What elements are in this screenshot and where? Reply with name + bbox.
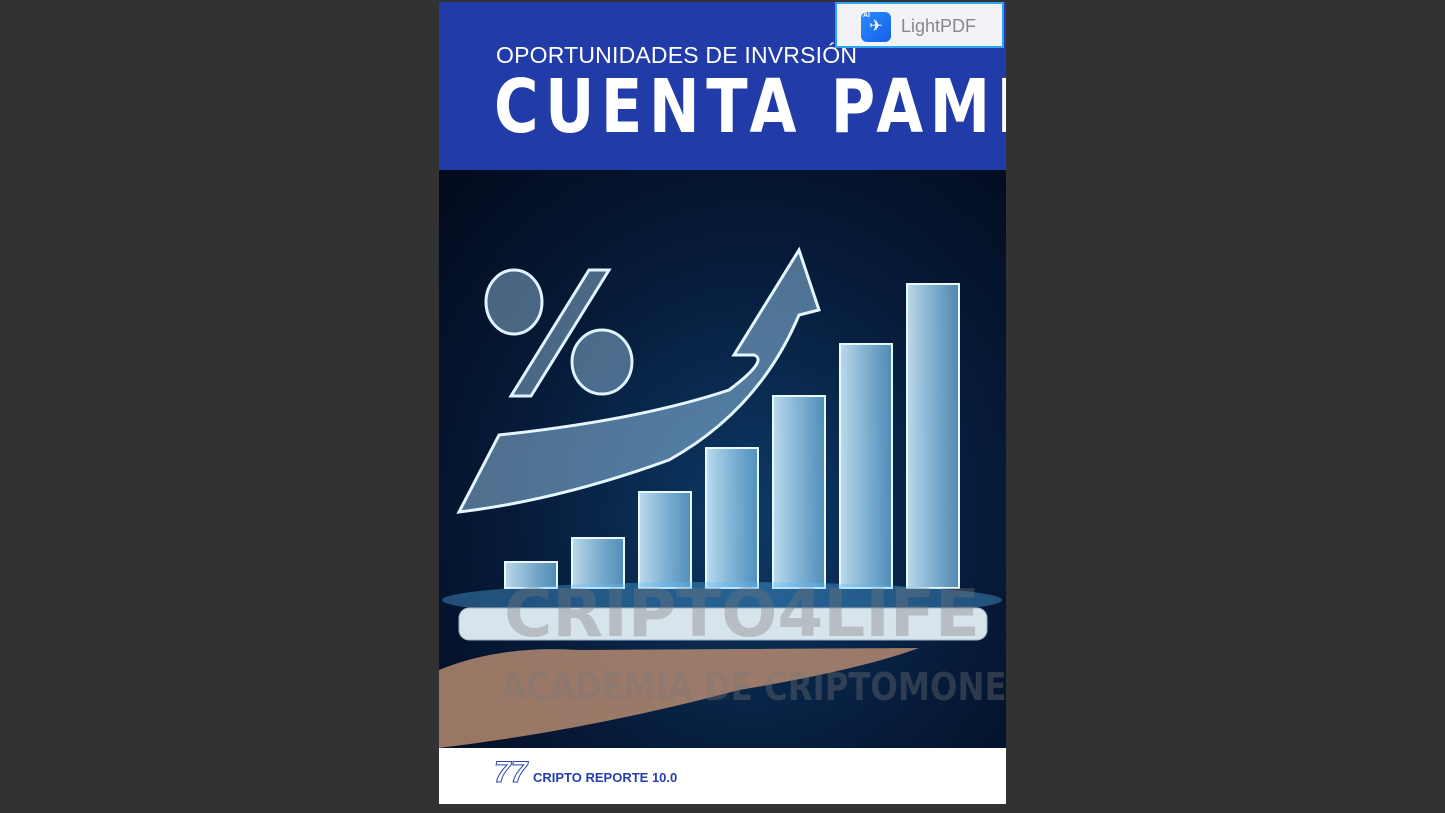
cover-title: CUENTA PAMM xyxy=(494,64,1006,150)
tablet xyxy=(458,607,988,641)
page-number: 77 xyxy=(493,756,528,790)
percent-icon xyxy=(484,268,634,398)
lightpdf-logo-icon: AI ✈ xyxy=(861,12,891,42)
document-page: OPORTUNIDADES DE INVRSIÓN CUENTA PAMM xyxy=(439,2,1006,804)
bar xyxy=(772,395,826,589)
bar xyxy=(906,283,960,589)
bar xyxy=(638,491,692,589)
growth-chart-illustration xyxy=(439,246,1002,748)
bars xyxy=(504,283,960,589)
arrow-icon xyxy=(456,246,821,514)
bar xyxy=(571,537,625,589)
lightpdf-name: LightPDF xyxy=(901,16,977,36)
cover-subtitle: OPORTUNIDADES DE INVRSIÓN xyxy=(496,42,858,68)
cover-illustration: CRIPTO4LIFE ACADEMIA DE CRIPTOMONEDA xyxy=(439,170,1006,748)
lightpdf-badge[interactable]: AI ✈ LightPDF xyxy=(835,2,1004,48)
bar xyxy=(504,561,558,589)
report-label: CRIPTO REPORTE 10.0 xyxy=(533,770,678,785)
bar xyxy=(839,343,893,589)
ai-label: AI xyxy=(863,12,870,19)
cover-footer: 77 CRIPTO REPORTE 10.0 xyxy=(439,748,1006,804)
watermark-brand: CRIPTO4LIFE xyxy=(504,575,981,652)
watermark-tagline: ACADEMIA DE CRIPTOMONEDA xyxy=(501,665,1006,709)
bar xyxy=(705,447,759,589)
hand xyxy=(439,648,919,748)
